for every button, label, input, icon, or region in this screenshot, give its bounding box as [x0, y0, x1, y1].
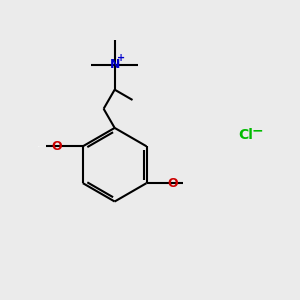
Text: N: N: [110, 58, 120, 71]
Text: +: +: [117, 53, 125, 63]
Text: Cl: Cl: [238, 128, 253, 142]
Text: O: O: [52, 140, 62, 153]
Text: methoxy: methoxy: [38, 146, 44, 147]
Text: O: O: [167, 177, 178, 190]
Text: −: −: [252, 124, 263, 138]
